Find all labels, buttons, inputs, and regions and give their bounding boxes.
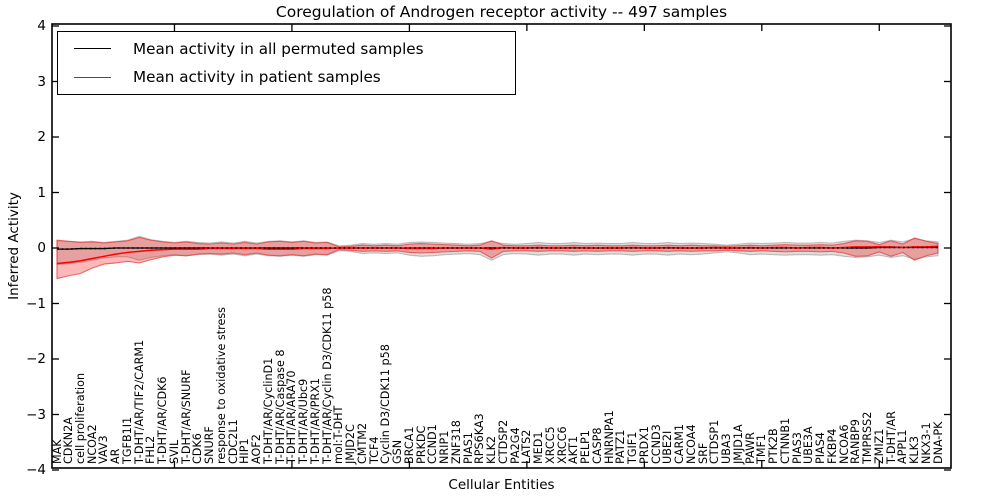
y-tick-label: 1	[37, 184, 46, 201]
y-tick-label: −2	[26, 351, 46, 367]
x-category-label: cell proliferation	[73, 372, 87, 464]
x-category-label: DNA-PK	[931, 421, 945, 464]
x-category-label: TCF4	[367, 436, 381, 464]
x-category-label: CDKN2A	[62, 417, 76, 464]
x-category-label: RPS6KA3	[473, 413, 487, 464]
x-category-label: CTDSP1	[708, 419, 722, 464]
x-category-label: RANBP9	[849, 419, 863, 464]
mean-dotted-line	[57, 246, 938, 250]
x-category-label: SVIL	[167, 439, 181, 464]
x-category-label: T-DHT/AR/ARA70	[285, 370, 299, 464]
x-category-label: KLK2	[485, 435, 499, 464]
legend-entry-permuted: Mean activity in all permuted samples	[58, 35, 515, 63]
x-category-label: CMTM2	[355, 422, 369, 464]
x-category-label: SRF	[696, 442, 710, 464]
x-category-label: PRKDC	[414, 425, 428, 464]
x-category-label: UBE3A	[802, 426, 816, 464]
x-category-label: CCND1	[426, 424, 440, 464]
y-tick-label: 0	[37, 240, 46, 256]
x-category-label: NCOA4	[684, 424, 698, 464]
x-category-label: HNRNPA1	[602, 410, 616, 464]
x-category-label: SNURF	[203, 426, 217, 464]
x-category-label: CDK6	[191, 433, 205, 464]
x-category-label: AKT1	[567, 435, 581, 464]
y-tick-label: 3	[37, 73, 46, 90]
x-category-label: PATZ1	[614, 429, 628, 464]
x-category-label: NKX3-1	[919, 422, 933, 464]
x-category-label: T-DHT/AR/CDK6	[156, 376, 170, 464]
x-category-label: JMJD1A	[731, 424, 745, 464]
x-category-label: T-DHT/AR/Ubc9	[297, 378, 311, 464]
x-category-label: PIAS3	[790, 432, 804, 464]
x-category-label: Cyclin D3/CDK11 p58	[379, 344, 393, 464]
x-category-label: T-DHT/AR/PRX1	[308, 378, 322, 464]
x-category-label: TGIF1	[626, 431, 640, 464]
x-category-label: PRDX1	[637, 426, 651, 464]
x-category-label: KLK3	[908, 435, 921, 464]
x-category-label: CASP8	[590, 427, 604, 464]
x-category-label: T-DHT/AR	[884, 411, 898, 464]
y-axis-title: Inferred Activity	[6, 192, 22, 300]
x-category-label: APPL1	[896, 429, 910, 465]
x-category-label: UBE2I	[661, 430, 675, 464]
x-category-label: VAV3	[97, 435, 111, 464]
x-category-label: HIP1	[238, 438, 252, 464]
x-category-label: TMF1	[755, 433, 769, 464]
x-category-label: GSN	[391, 439, 405, 464]
x-category-label: MAK	[50, 439, 64, 464]
x-axis-title: Cellular Entities	[448, 477, 555, 493]
legend-line-swatch-black	[74, 48, 111, 50]
legend-line-swatch-red	[74, 76, 111, 78]
x-category-label: UBA3	[720, 433, 734, 464]
x-category-label: ZMIZ1	[872, 428, 886, 464]
y-tick-label: 2	[37, 129, 46, 145]
x-category-label: response to oxidative stress	[214, 306, 228, 464]
y-tick-label: −3	[26, 406, 46, 423]
x-category-label: T-DHT/AR/CyclinD1	[261, 357, 275, 464]
y-tick-label: 4	[37, 18, 46, 34]
y-tick-label: −4	[26, 462, 46, 478]
x-category-label: NRIP1	[438, 430, 452, 464]
x-category-label: FHL2	[144, 435, 158, 464]
x-category-label: CARM1	[673, 423, 687, 464]
legend-label: Mean activity in patient samples	[133, 68, 381, 87]
x-category-label: PIAS1	[461, 432, 475, 464]
x-category-label: PA2G4	[508, 427, 522, 464]
legend-entry-patient: Mean activity in patient samples	[58, 63, 515, 91]
x-category-label: FKBP4	[825, 428, 839, 464]
permuted-std-band	[56, 235, 939, 266]
x-category-label: PELP1	[579, 430, 593, 464]
x-category-label: AOF2	[250, 434, 264, 464]
x-category-label: TGFB1I1	[120, 416, 134, 464]
x-category-label: XRCC6	[555, 426, 569, 464]
x-category-label: PIAS4	[814, 432, 828, 464]
x-category-label: LATS2	[520, 429, 534, 464]
chart-title: Coregulation of Androgen receptor activi…	[275, 3, 728, 21]
x-category-label: CCND3	[649, 424, 663, 464]
x-category-label: CTDSP2	[496, 419, 510, 464]
x-category-label: PAWR	[743, 432, 757, 464]
axes-frame	[51, 23, 952, 469]
legend: Mean activity in all permuted samples Me…	[57, 31, 516, 95]
x-category-label: BRCA1	[402, 426, 416, 464]
legend-label: Mean activity in all permuted samples	[133, 39, 424, 58]
x-category-label: ZNF318	[449, 420, 463, 464]
x-category-label: XRCC5	[543, 426, 557, 464]
x-category-label: mol:T-DHT	[332, 405, 346, 464]
x-category-label: JMJD2C	[344, 424, 358, 464]
x-category-label: PTK2B	[767, 428, 781, 464]
x-category-label: TMPRSS2	[861, 411, 875, 464]
x-category-label: MED1	[532, 431, 546, 464]
x-category-label: CTNNB1	[778, 417, 792, 464]
x-category-label: AR	[109, 448, 123, 464]
x-category-label: NCOA6	[837, 424, 851, 464]
y-tick-label: −1	[26, 295, 46, 312]
